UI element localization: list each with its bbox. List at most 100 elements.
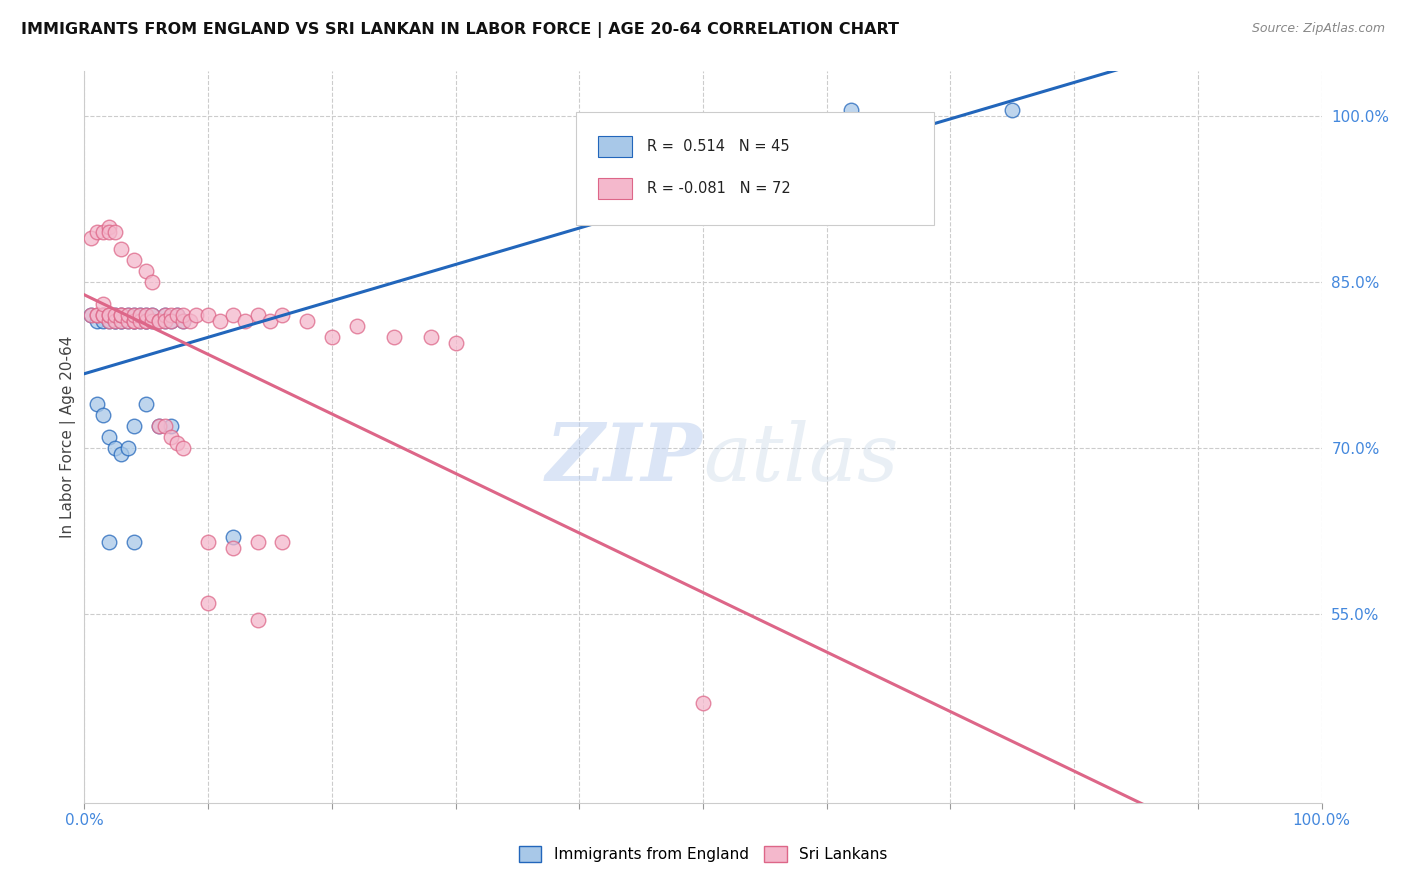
Point — [98, 219, 121, 234]
Point — [141, 314, 163, 328]
Point — [98, 535, 121, 549]
Bar — [598, 178, 633, 199]
Point — [166, 435, 188, 450]
Point — [246, 613, 269, 627]
Point — [135, 308, 157, 322]
Point — [259, 314, 281, 328]
Point — [160, 430, 183, 444]
Point — [271, 308, 294, 322]
Point — [172, 308, 194, 322]
Point — [1001, 103, 1024, 117]
Point — [841, 103, 863, 117]
Point — [79, 308, 101, 322]
Point — [295, 314, 318, 328]
Point — [153, 308, 176, 322]
Point — [86, 308, 108, 322]
Point — [122, 419, 145, 434]
Point — [148, 314, 170, 328]
Point — [172, 441, 194, 455]
Point — [86, 314, 108, 328]
Point — [110, 242, 132, 256]
Point — [110, 314, 132, 328]
Text: IMMIGRANTS FROM ENGLAND VS SRI LANKAN IN LABOR FORCE | AGE 20-64 CORRELATION CHA: IMMIGRANTS FROM ENGLAND VS SRI LANKAN IN… — [21, 22, 898, 38]
Point — [98, 430, 121, 444]
Point — [86, 308, 108, 322]
Point — [153, 314, 176, 328]
Point — [91, 314, 114, 328]
Point — [86, 225, 108, 239]
Point — [209, 314, 232, 328]
Point — [166, 308, 188, 322]
Point — [98, 308, 121, 322]
Point — [166, 308, 188, 322]
Point — [91, 297, 114, 311]
Point — [148, 419, 170, 434]
Legend: Immigrants from England, Sri Lankans: Immigrants from England, Sri Lankans — [512, 840, 894, 868]
Point — [141, 314, 163, 328]
Point — [122, 252, 145, 267]
Point — [98, 308, 121, 322]
Point — [148, 419, 170, 434]
Point — [91, 225, 114, 239]
Point — [110, 308, 132, 322]
Y-axis label: In Labor Force | Age 20-64: In Labor Force | Age 20-64 — [60, 336, 76, 538]
Point — [148, 314, 170, 328]
Point — [117, 308, 139, 322]
Point — [141, 308, 163, 322]
Point — [271, 535, 294, 549]
Point — [233, 314, 256, 328]
Text: Source: ZipAtlas.com: Source: ZipAtlas.com — [1251, 22, 1385, 36]
Point — [91, 308, 114, 322]
Point — [184, 308, 207, 322]
Point — [692, 696, 714, 710]
Point — [222, 530, 245, 544]
Text: ZIP: ZIP — [546, 420, 703, 498]
Text: R = -0.081   N = 72: R = -0.081 N = 72 — [647, 181, 792, 196]
Point — [160, 419, 183, 434]
Point — [117, 314, 139, 328]
Text: R =  0.514   N = 45: R = 0.514 N = 45 — [647, 139, 790, 154]
Point — [222, 308, 245, 322]
Point — [122, 314, 145, 328]
Point — [117, 314, 139, 328]
Point — [91, 308, 114, 322]
Point — [104, 225, 127, 239]
Point — [122, 314, 145, 328]
Point — [321, 330, 343, 344]
FancyBboxPatch shape — [575, 112, 935, 225]
Point — [104, 314, 127, 328]
Point — [129, 314, 152, 328]
Point — [246, 535, 269, 549]
Point — [91, 408, 114, 422]
Point — [135, 314, 157, 328]
Point — [444, 335, 467, 350]
Point — [419, 330, 441, 344]
Point — [246, 308, 269, 322]
Point — [98, 314, 121, 328]
Point — [153, 419, 176, 434]
Point — [135, 314, 157, 328]
Point — [122, 314, 145, 328]
Point — [110, 308, 132, 322]
Point — [135, 308, 157, 322]
Point — [79, 308, 101, 322]
Point — [346, 319, 368, 334]
Point — [172, 314, 194, 328]
Point — [135, 397, 157, 411]
Point — [129, 308, 152, 322]
Point — [382, 330, 405, 344]
Point — [122, 314, 145, 328]
Point — [153, 308, 176, 322]
Point — [160, 314, 183, 328]
Point — [98, 225, 121, 239]
Point — [104, 314, 127, 328]
Point — [110, 314, 132, 328]
Point — [104, 441, 127, 455]
Point — [160, 314, 183, 328]
Point — [110, 308, 132, 322]
Point — [79, 230, 101, 244]
Point — [86, 397, 108, 411]
Point — [122, 535, 145, 549]
Point — [160, 308, 183, 322]
Point — [117, 308, 139, 322]
